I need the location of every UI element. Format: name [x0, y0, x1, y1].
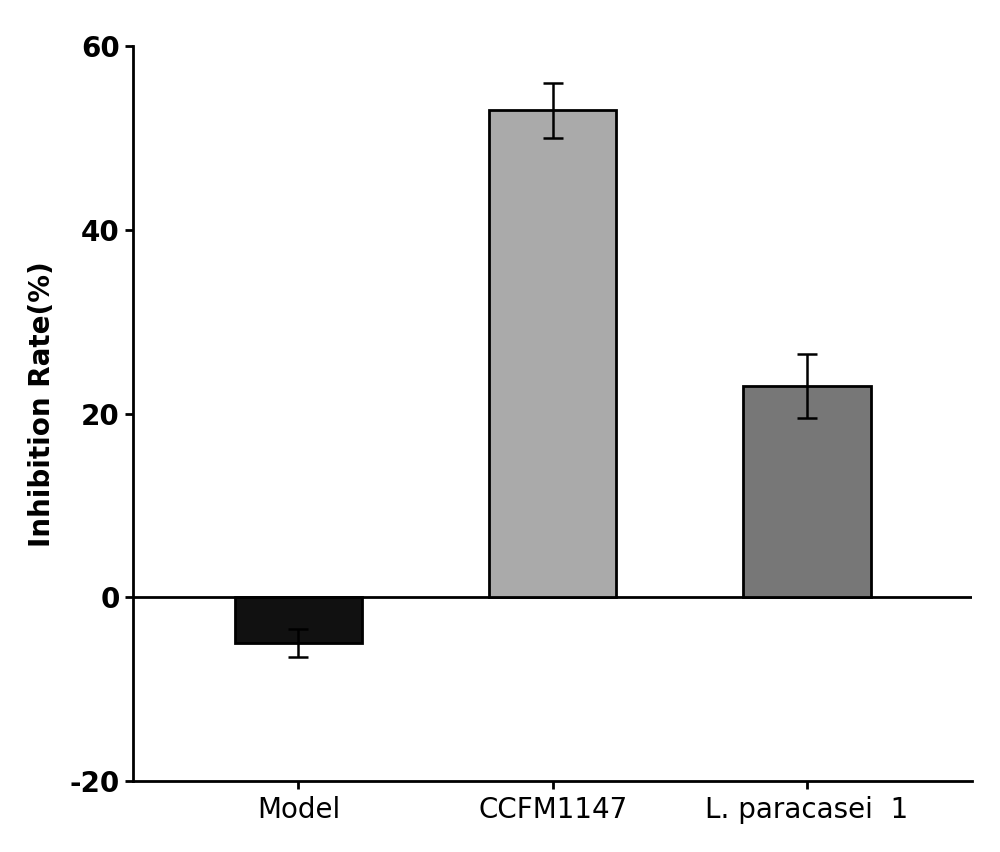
Bar: [489, 111, 616, 597]
Y-axis label: Inhibition Rate(%): Inhibition Rate(%): [28, 262, 56, 547]
Bar: [743, 386, 871, 597]
Bar: [235, 597, 362, 643]
